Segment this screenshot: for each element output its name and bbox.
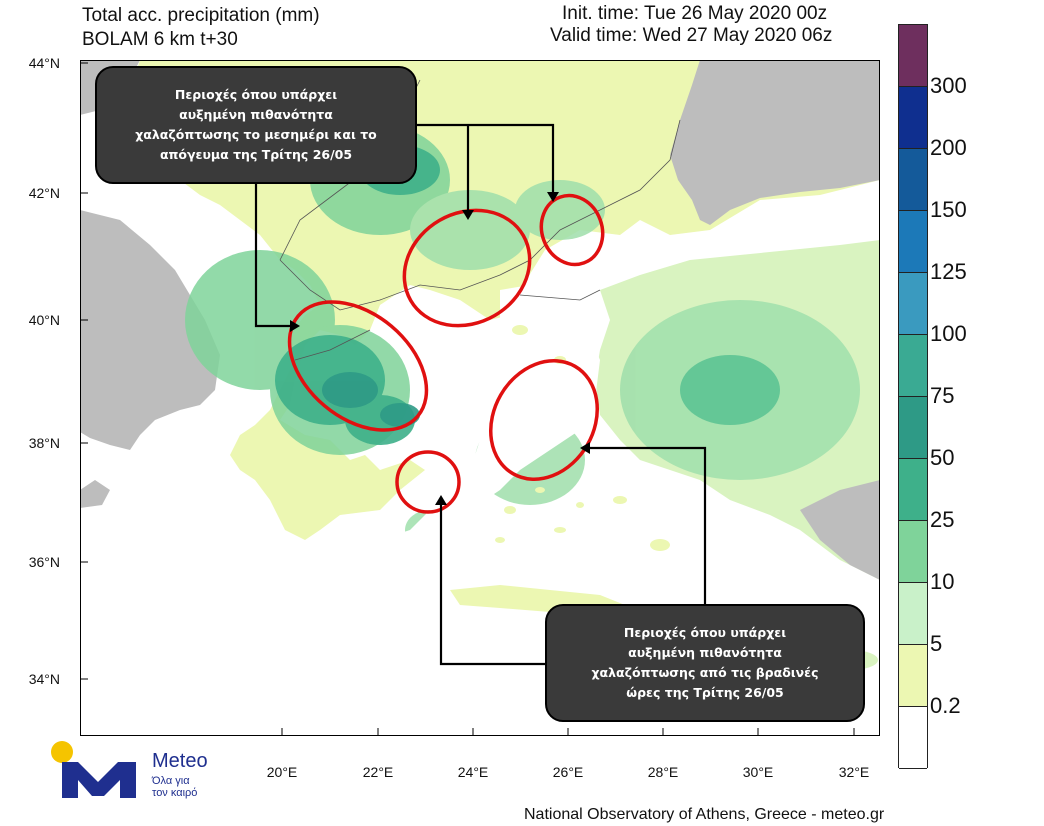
- colorbar-swatch: [899, 149, 927, 211]
- meteo-logo: [51, 741, 136, 798]
- colorbar-label: 75: [930, 383, 955, 408]
- colorbar-swatch: [899, 645, 927, 707]
- axis-ticks: [80, 62, 855, 736]
- colorbar-label: 5: [930, 631, 943, 656]
- lat-label: 40°N: [28, 312, 60, 328]
- colorbar-swatch: [899, 25, 927, 87]
- callout-arrows: [254, 123, 707, 666]
- lon-label: 30°E: [742, 764, 774, 780]
- logo-tagline: Όλα για τον καιρό: [152, 775, 197, 799]
- logo-tagline-line1: Όλα για: [152, 775, 190, 787]
- hail-area-thrace: [539, 193, 605, 267]
- italy-landmass: [80, 210, 220, 450]
- colorbar-swatch: [899, 707, 927, 769]
- arrow-heads: [290, 192, 590, 505]
- colorbar-label: 0.2: [930, 693, 961, 718]
- hail-area-epirus: [287, 300, 429, 432]
- callout-afternoon: Περιοχές όπου υπάρχει αυξημένη πιθανότητ…: [95, 66, 417, 184]
- lat-label: 38°N: [28, 435, 60, 451]
- lon-label: 26°E: [552, 764, 584, 780]
- arrow-to-east-aegean: [590, 446, 707, 605]
- callout-line: Περιοχές όπου υπάρχει: [174, 87, 338, 102]
- colorbar-label: 25: [930, 507, 955, 532]
- lon-label: 20°E: [266, 764, 298, 780]
- lon-label: 24°E: [457, 764, 489, 780]
- colorbar: [898, 24, 928, 769]
- lon-label: 28°E: [647, 764, 679, 780]
- black-sea: [670, 60, 880, 225]
- colorbar-label: 50: [930, 445, 955, 470]
- m-logo-icon: [62, 762, 136, 798]
- callout-line: Περιοχές όπου υπάρχει: [623, 625, 787, 640]
- colorbar-swatch: [899, 583, 927, 645]
- colorbar-label: 10: [930, 569, 955, 594]
- model-label: BOLAM 6 km t+30: [82, 29, 238, 50]
- colorbar-label: 150: [930, 197, 967, 222]
- footer-credit: National Observatory of Athens, Greece -…: [524, 806, 885, 823]
- lat-label: 44°N: [28, 55, 60, 71]
- callout-line: αυξημένη πιθανότητα: [628, 645, 782, 660]
- aegean-islands: [495, 325, 627, 543]
- colorbar-swatch: [899, 211, 927, 273]
- colorbar-label: 200: [930, 135, 967, 160]
- logo-tagline-line2: τον καιρό: [152, 787, 198, 799]
- hail-area-north-greece: [402, 208, 532, 328]
- colorbar-label: 300: [930, 73, 967, 98]
- anatolia-gray-east: [800, 480, 880, 580]
- callout-line: χαλαζόπτωσης το μεσημέρι και το: [135, 127, 377, 142]
- hail-area-attica: [395, 450, 461, 514]
- colorbar-swatch: [899, 521, 927, 583]
- lon-label: 32°E: [838, 764, 870, 780]
- sun-icon: [51, 741, 73, 763]
- callout-evening: Περιοχές όπου υπάρχει αυξημένη πιθανότητ…: [545, 604, 865, 722]
- colorbar-swatch: [899, 273, 927, 335]
- callout-line: χαλαζόπτωσης από τις βραδινές: [591, 665, 819, 680]
- map-border: [80, 60, 880, 736]
- lat-label: 42°N: [28, 185, 60, 201]
- colorbar-swatch: [899, 459, 927, 521]
- precip-50mm-areas: [322, 372, 420, 427]
- lat-label: 36°N: [28, 554, 60, 570]
- lon-label: 22°E: [362, 764, 394, 780]
- callout-line: απόγευμα της Τρίτης 26/05: [159, 147, 353, 162]
- colorbar-label: 125: [930, 259, 967, 284]
- colorbar-swatch: [899, 335, 927, 397]
- arrow-to-thrace: [410, 123, 555, 192]
- callout-line: αυξημένη πιθανότητα: [179, 107, 333, 122]
- init-time: Init. time: Tue 26 May 2020 00z: [562, 3, 828, 24]
- lat-label: 34°N: [28, 671, 60, 687]
- arrow-to-attica: [439, 505, 545, 666]
- callout-line: ώρες της Τρίτης 26/05: [626, 685, 784, 700]
- valid-time: Valid time: Wed 27 May 2020 06z: [550, 25, 833, 46]
- rhodes-island: [650, 539, 670, 551]
- map-title: Total acc. precipitation (mm): [82, 5, 320, 26]
- arrow-to-epirus: [254, 180, 290, 328]
- colorbar-swatch: [899, 397, 927, 459]
- colorbar-label: 100: [930, 321, 967, 346]
- sicily-landmass: [80, 480, 110, 508]
- logo-name: Meteo: [152, 750, 208, 772]
- colorbar-swatch: [899, 87, 927, 149]
